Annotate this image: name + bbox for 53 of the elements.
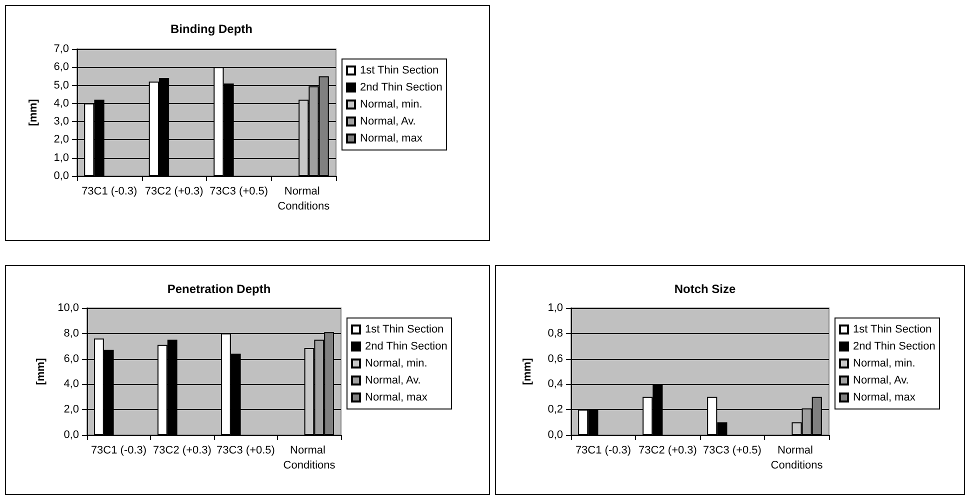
legend-label: 2nd Thin Section (360, 82, 442, 94)
x-tick-label: 73C2 (+0.3) (153, 444, 212, 456)
x-tick-label: 73C2 (+0.3) (638, 444, 697, 456)
y-tick-label: 4,0 (64, 378, 79, 390)
x-tick-label: 73C3 (+0.5) (703, 444, 762, 456)
chart-title: Penetration Depth (167, 282, 271, 296)
y-tick-label: 4,0 (54, 97, 69, 110)
legend-label: Normal, max (853, 392, 916, 404)
y-tick-label: 7,0 (54, 43, 69, 55)
y-tick-label: 0,6 (548, 352, 563, 365)
legend-label: 2nd Thin Section (853, 340, 936, 352)
legend-label: Normal, max (365, 392, 428, 404)
legend-label: 1st Thin Section (853, 324, 932, 336)
y-axis-title: [mm] (28, 98, 40, 126)
y-tick-label: 6,0 (64, 352, 79, 365)
y-tick-label: 8,0 (64, 327, 79, 340)
y-tick-label: 5,0 (54, 79, 69, 92)
y-tick-label: 0,4 (548, 378, 563, 390)
y-tick-label: 1,0 (548, 302, 563, 314)
legend-label: Normal, min. (853, 358, 916, 370)
x-tick-label: 73C3 (+0.5) (216, 444, 275, 456)
y-tick-label: 1,0 (54, 152, 69, 164)
y-tick-label: 2,0 (54, 134, 69, 146)
y-axis-title: [mm] (35, 358, 48, 385)
legend-label: Normal, max (360, 132, 423, 144)
x-tick-label: Normal Conditions (283, 444, 336, 472)
legend-label: Normal, Av. (360, 116, 416, 128)
y-tick-label: 2,0 (64, 404, 79, 416)
x-tick-label: Normal Conditions (278, 186, 330, 212)
legend-label: Normal, Av. (853, 374, 909, 386)
y-tick-label: 0,2 (548, 404, 563, 416)
y-tick-label: 10,0 (58, 302, 79, 314)
x-tick-label: 73C1 (-0.3) (575, 444, 632, 456)
legend-label: 2nd Thin Section (365, 340, 448, 352)
x-tick-label: Normal Conditions (770, 444, 824, 472)
x-tick-label: 73C1 (-0.3) (90, 444, 147, 456)
legend-label: 1st Thin Section (360, 64, 439, 76)
x-tick-label: 73C2 (+0.3) (144, 186, 204, 198)
x-tick-label: 73C1 (-0.3) (82, 186, 138, 198)
x-tick-label: 73C3 (+0.5) (210, 186, 268, 198)
y-tick-label: 0,0 (64, 429, 79, 441)
y-tick-label: 6,0 (54, 61, 69, 74)
y-axis-title: [mm] (522, 358, 534, 385)
legend-label: 1st Thin Section (365, 324, 444, 336)
legend-label: Normal, min. (365, 358, 428, 370)
legend-label: Normal, min. (360, 98, 422, 110)
chart-title: Binding Depth (170, 22, 252, 36)
chart-title: Notch Size (674, 282, 736, 296)
legend-label: Normal, Av. (365, 374, 421, 386)
y-tick-label: 3,0 (54, 116, 69, 128)
y-tick-label: 0,0 (54, 170, 69, 182)
y-tick-label: 0,0 (548, 429, 563, 441)
y-tick-label: 0,8 (548, 327, 563, 340)
